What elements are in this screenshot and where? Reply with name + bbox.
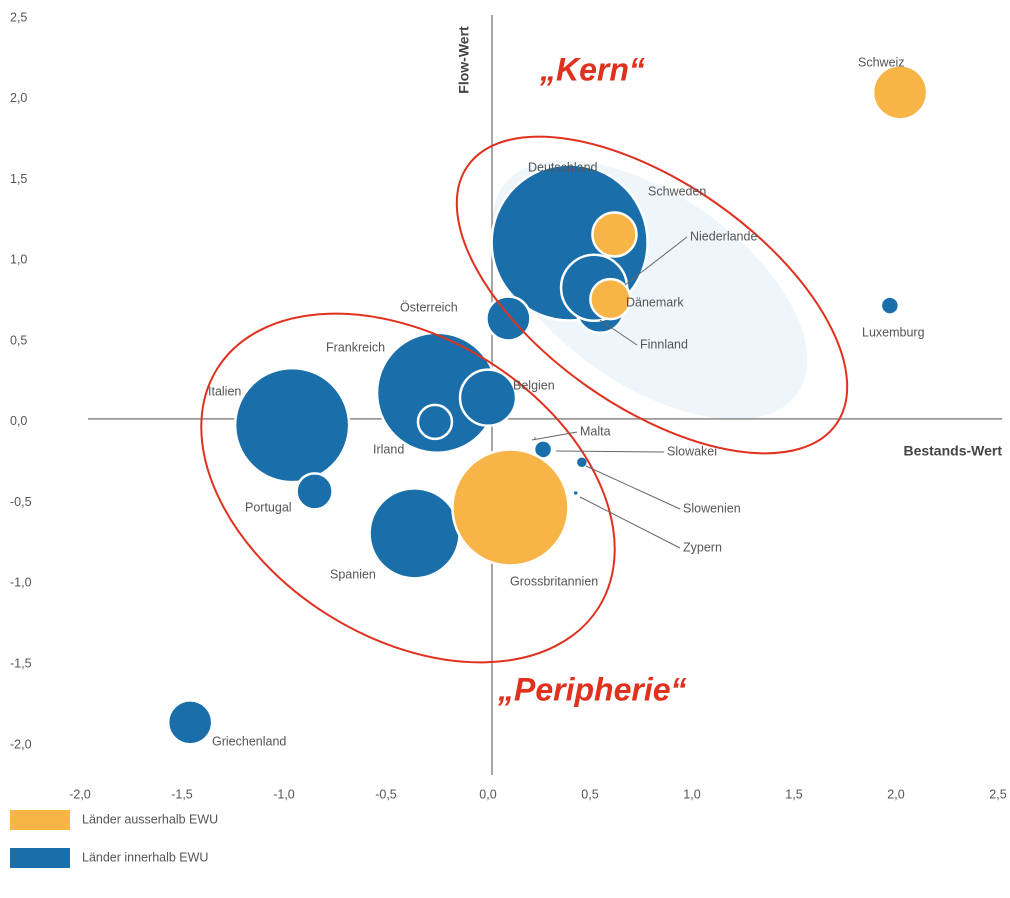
bubble <box>871 64 929 121</box>
y-tick-label: 1,5 <box>10 172 27 186</box>
y-tick-label: 0,0 <box>10 414 27 428</box>
x-tick-label: 2,5 <box>989 787 1006 801</box>
legend-swatch <box>10 810 70 830</box>
y-tick-label: -0,5 <box>10 495 32 509</box>
bubble-label: Italien <box>208 384 241 398</box>
bubble-label: Deutschland <box>528 160 598 174</box>
bubble <box>591 211 638 258</box>
x-tick-label: 1,5 <box>785 787 802 801</box>
y-axis-label: Flow-Wert <box>456 26 472 94</box>
y-tick-label: -1,5 <box>10 657 32 671</box>
legend-label: Länder innerhalb EWU <box>82 850 208 864</box>
x-tick-label: -1,5 <box>171 787 193 801</box>
annotation: „Peripherie“ <box>497 671 687 707</box>
bubble-label: Portugal <box>245 500 292 514</box>
bubble <box>416 403 454 441</box>
x-tick-label: 0,5 <box>581 787 598 801</box>
bubble-label: Slowakei <box>667 444 717 458</box>
kern-ellipse <box>455 135 849 455</box>
bubble <box>458 368 518 427</box>
bubble-label: Slowenien <box>683 501 741 515</box>
leader-line <box>585 465 681 510</box>
bubble-label: Österreich <box>400 300 458 314</box>
leader-line <box>531 431 578 441</box>
legend-swatch <box>10 848 70 868</box>
bubble <box>571 488 580 498</box>
bubble-label: Spanien <box>330 567 376 581</box>
y-tick-label: 2,5 <box>10 10 27 24</box>
x-tick-label: -0,5 <box>375 787 397 801</box>
leader-line <box>624 236 688 286</box>
x-axis-label: Bestands-Wert <box>903 443 1002 459</box>
x-tick-label: 0,0 <box>479 787 496 801</box>
bubble-label: Niederlande <box>690 229 757 243</box>
bubble-label: Schweiz <box>858 55 905 69</box>
bubble <box>295 472 334 511</box>
leader-line <box>579 496 681 549</box>
y-tick-label: 2,0 <box>10 91 27 105</box>
bubble-label: Zypern <box>683 540 722 554</box>
y-tick-label: 1,0 <box>10 253 27 267</box>
bubble <box>879 295 901 316</box>
y-tick-label: -2,0 <box>10 737 32 751</box>
y-tick-label: -1,0 <box>10 576 32 590</box>
x-tick-label: -2,0 <box>69 787 91 801</box>
bubble <box>368 487 461 580</box>
x-tick-label: -1,0 <box>273 787 295 801</box>
x-tick-label: 2,0 <box>887 787 904 801</box>
bubble-label: Irland <box>373 442 404 456</box>
x-tick-label: 1,0 <box>683 787 700 801</box>
bubble <box>451 448 570 567</box>
annotation: „Kern“ <box>539 51 645 87</box>
bubble-label: Finnland <box>640 337 688 351</box>
bubble <box>589 277 632 321</box>
bubble <box>166 699 214 746</box>
bubble-label: Griechenland <box>212 734 286 748</box>
bubble-label: Luxemburg <box>862 325 925 339</box>
peripherie-ellipse <box>200 312 616 664</box>
bubble-label: Grossbritannien <box>510 574 598 588</box>
bubble-label: Frankreich <box>326 340 385 354</box>
bubble <box>233 366 351 484</box>
legend-label: Länder ausserhalb EWU <box>82 812 218 826</box>
leader-line <box>555 450 665 453</box>
bubble-label: Belgien <box>513 378 555 392</box>
bubble-label: Dänemark <box>626 295 684 309</box>
bubble-label: Malta <box>580 424 611 438</box>
leader-line <box>599 319 638 346</box>
y-tick-label: 0,5 <box>10 333 27 347</box>
bubble-label: Schweden <box>648 184 706 198</box>
bubble <box>485 295 532 342</box>
